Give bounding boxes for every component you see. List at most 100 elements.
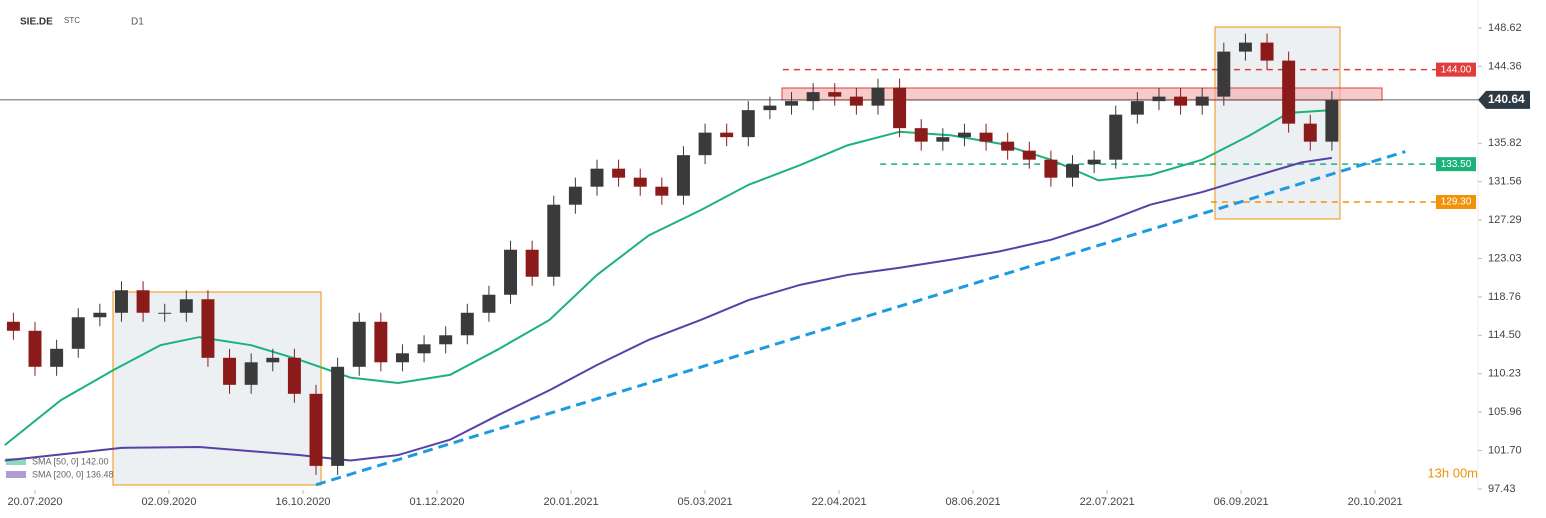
candle-body [1130, 101, 1144, 115]
y-tick-label: 127.29 [1488, 214, 1522, 226]
candle-body [244, 362, 258, 385]
level-label: 129.30 [1441, 197, 1472, 208]
candle-body [93, 312, 107, 318]
x-tick-label: 06.09.2021 [1214, 496, 1269, 508]
x-tick-label: 05.03.2021 [678, 496, 733, 508]
symbol: SIE.DE [20, 17, 53, 28]
candle-body [439, 335, 453, 345]
candle-body [676, 155, 690, 196]
x-tick-label: 20.01.2021 [544, 496, 599, 508]
x-tick-label: 01.12.2020 [410, 496, 465, 508]
x-tick-label: 08.06.2021 [946, 496, 1001, 508]
candle-body [1238, 42, 1252, 52]
candle-body [547, 204, 561, 277]
candle-body [158, 312, 172, 314]
candle-body [568, 186, 582, 205]
candle-body [460, 312, 474, 336]
y-tick-label: 148.62 [1488, 22, 1522, 34]
candle-body [1174, 96, 1188, 106]
candle-body [979, 132, 993, 142]
sma-line [4, 109, 1332, 446]
last-price-label: 140.64 [1488, 92, 1525, 106]
candle-body [1066, 164, 1079, 178]
legend-swatch [6, 458, 26, 465]
y-tick-label: 118.76 [1488, 291, 1521, 303]
candle-body [1260, 42, 1274, 61]
candle-body [223, 357, 237, 385]
candle-body [71, 317, 85, 349]
candle-body [785, 101, 799, 106]
candle-body [1022, 150, 1036, 160]
candle-body [849, 96, 863, 106]
candle-body [1087, 159, 1101, 165]
candle-body [504, 249, 518, 295]
candle-body [179, 299, 193, 313]
candle-body [309, 393, 323, 466]
x-tick-label: 20.07.2020 [7, 496, 62, 508]
candle-body [374, 321, 388, 363]
candle-body [1303, 123, 1317, 142]
y-tick-label: 110.23 [1488, 368, 1521, 380]
candle-body [136, 290, 150, 313]
candle-body [590, 168, 604, 187]
sma-line [4, 156, 1333, 462]
candle-body [50, 348, 64, 367]
timer: 13h 00m [1427, 465, 1478, 480]
symbol-sub[interactable]: STC [64, 16, 80, 25]
candle-body [763, 105, 777, 111]
candle-body [417, 344, 431, 354]
x-tick-label: 16.10.2020 [276, 496, 331, 508]
candle-body [957, 132, 971, 138]
candle-body [1001, 141, 1015, 151]
candle-body [612, 168, 626, 178]
candle-body [525, 249, 539, 277]
legend-swatch [6, 471, 26, 478]
y-tick-label: 135.82 [1488, 137, 1522, 149]
level-label: 133.50 [1441, 159, 1472, 170]
candle-body [6, 321, 20, 331]
y-tick-label: 114.50 [1488, 329, 1521, 341]
y-tick-label: 123.03 [1488, 252, 1522, 264]
candle-body [28, 330, 42, 367]
level-tag [1436, 194, 1476, 209]
candle-body [806, 92, 820, 102]
candle-body [352, 321, 366, 367]
candle-body [331, 366, 345, 466]
candle-body [720, 132, 734, 138]
candle-body [114, 290, 128, 313]
candle-body [741, 110, 755, 138]
y-tick-label: 105.96 [1488, 406, 1522, 418]
interval[interactable]: D1 [131, 17, 144, 28]
last-price-tag [1478, 90, 1530, 109]
candle-body [201, 299, 215, 358]
candle-body [633, 177, 647, 187]
x-tick-label: 02.09.2020 [141, 496, 196, 508]
candle-body [828, 92, 842, 97]
y-tick-label: 144.36 [1488, 60, 1522, 72]
highlight-box [1214, 26, 1341, 220]
y-tick-label: 97.43 [1488, 483, 1516, 495]
candle-body [914, 128, 928, 142]
level-label: 144.00 [1441, 64, 1472, 75]
x-tick-label: 22.07.2021 [1080, 496, 1135, 508]
trendline [315, 150, 1406, 487]
candle-body [1044, 159, 1058, 178]
level-tag [1436, 62, 1476, 77]
x-tick-label: 22.04.2021 [812, 496, 867, 508]
candle-body [655, 186, 669, 196]
legend-entry: SMA [50, 0] 142.00 [32, 456, 109, 466]
candle-body [1282, 60, 1296, 124]
level-tag [1436, 157, 1476, 172]
x-tick-label: 20.10.2021 [1348, 496, 1403, 508]
candle-body [1109, 114, 1123, 160]
candle-body [266, 357, 280, 363]
y-tick-label: 101.70 [1488, 444, 1522, 456]
legend-entry: SMA [200, 0] 136.48 [32, 469, 114, 479]
candle-body [1152, 96, 1166, 102]
candle-body [936, 137, 950, 142]
candle-body [395, 353, 409, 363]
candle-body [893, 87, 907, 129]
candle-body [698, 132, 712, 156]
highlight-box [112, 291, 322, 486]
